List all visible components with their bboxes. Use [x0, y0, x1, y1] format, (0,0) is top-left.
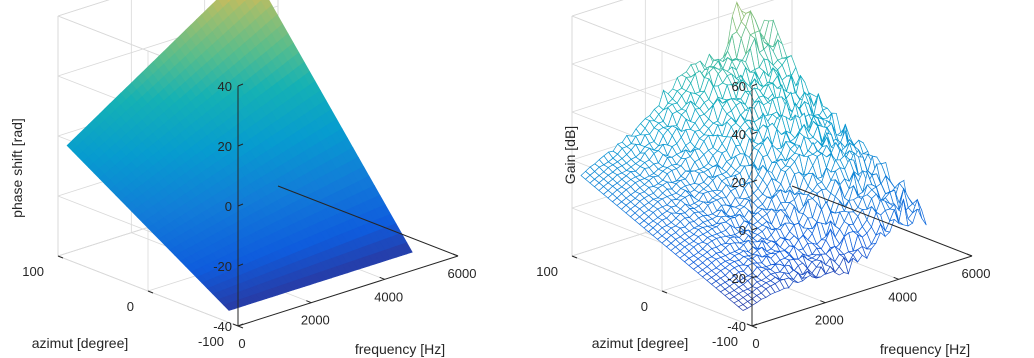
x-tick-mark — [820, 300, 826, 304]
axis-lines — [571, 83, 973, 329]
x-axis-label: frequency [Hz] — [355, 341, 445, 357]
y-tick-label: 100 — [22, 264, 44, 279]
x-tick-mark — [893, 276, 899, 280]
z-tick-label: 60 — [732, 79, 746, 94]
x-axis-label: frequency [Hz] — [880, 341, 970, 357]
tick-labels: 0 2000 4000 6000 -100 0 100 -40 -20 0 20 40 60 — [536, 79, 990, 351]
z-tick-mark — [751, 275, 758, 279]
surface-mesh — [66, 0, 413, 311]
x-tick-label: 6000 — [962, 266, 991, 281]
x-tick-label: 2000 — [301, 313, 330, 328]
x-axis-line — [237, 255, 459, 327]
z-tick-mark — [237, 83, 244, 87]
gain-surface-plot: 0 2000 4000 6000 -100 0 100 -40 -20 0 20 40 60 Gain … — [536, 0, 990, 357]
x-tick-mark — [966, 253, 973, 257]
y-tick-label: -100 — [712, 334, 738, 349]
z-tick-mark — [237, 203, 244, 207]
z-tick-label: 20 — [732, 175, 746, 190]
y-tick-label: 0 — [127, 299, 134, 314]
box-edge — [57, 0, 110, 17]
z-tick-label: 0 — [739, 223, 746, 238]
x-tick-label: 0 — [238, 336, 245, 351]
x-tick-mark — [452, 253, 459, 257]
surface-mesh — [580, 0, 927, 311]
y-axis-line — [277, 185, 459, 257]
x-tick-label: 0 — [752, 336, 759, 351]
y-axis-label: azimut [degree] — [32, 335, 129, 351]
z-axis-label: phase shift [rad] — [9, 118, 25, 218]
z-tick-label: 40 — [218, 79, 232, 94]
z-tick-mark — [751, 323, 758, 327]
grid-line — [571, 0, 624, 17]
tick-labels: 0 2000 4000 6000 -100 0 100 -40 -20 0 20 40 — [22, 79, 476, 351]
y-axis-label: azimut [degree] — [592, 335, 689, 351]
box-edge — [571, 0, 624, 17]
z-tick-mark — [751, 83, 758, 87]
z-axis-label: Gain [dB] — [562, 126, 578, 184]
z-tick-mark — [751, 179, 758, 183]
x-tick-mark — [232, 323, 239, 327]
axis-lines — [57, 83, 459, 329]
y-tick-mark — [571, 255, 578, 259]
z-tick-label: -20 — [727, 271, 746, 286]
x-tick-mark — [379, 276, 385, 280]
x-tick-label: 2000 — [815, 313, 844, 328]
y-axis-line — [791, 185, 973, 257]
z-tick-label: 0 — [225, 199, 232, 214]
x-tick-label: 6000 — [448, 266, 477, 281]
y-tick-label: -100 — [198, 334, 224, 349]
z-tick-mark — [237, 323, 244, 327]
y-tick-mark — [147, 290, 154, 294]
z-tick-mark — [751, 227, 758, 231]
y-tick-mark — [751, 325, 758, 329]
x-tick-label: 4000 — [374, 289, 403, 304]
x-tick-label: 4000 — [888, 289, 917, 304]
z-tick-label: -40 — [727, 319, 746, 334]
z-tick-label: 20 — [218, 139, 232, 154]
z-tick-label: -40 — [213, 319, 232, 334]
grid-line — [571, 0, 775, 65]
y-tick-mark — [237, 325, 244, 329]
x-axis-line — [751, 255, 973, 327]
y-tick-mark — [57, 255, 64, 259]
y-tick-label: 100 — [536, 264, 558, 279]
y-tick-label: 0 — [641, 299, 648, 314]
z-tick-mark — [237, 143, 244, 147]
phase-shift-surface-plot: 0 2000 4000 6000 -100 0 100 -40 -20 0 20 40 phase s… — [9, 0, 476, 357]
z-tick-mark — [751, 131, 758, 135]
x-tick-mark — [746, 323, 753, 327]
x-tick-mark — [306, 300, 312, 304]
z-tick-label: -20 — [213, 259, 232, 274]
y-tick-mark — [661, 290, 668, 294]
z-tick-mark — [237, 263, 244, 267]
z-tick-label: 40 — [732, 127, 746, 142]
surface-cell — [401, 242, 413, 255]
surface-cell — [916, 199, 927, 226]
